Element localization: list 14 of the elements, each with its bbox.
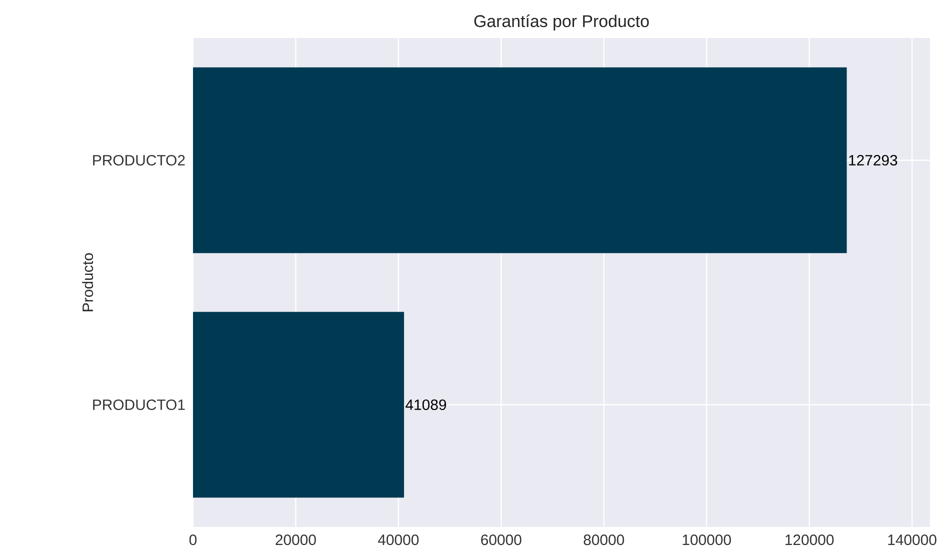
y-axis-title: Producto: [82, 253, 94, 312]
x-tick-label: 120000: [786, 534, 834, 546]
y-tick-label: PRODUCTO1: [93, 399, 185, 410]
x-tick-label: 60000: [481, 534, 522, 546]
x-tick-label: 80000: [584, 534, 624, 546]
chart-title: Garantías por Producto: [474, 14, 649, 31]
x-tick-label: 140000: [888, 534, 936, 546]
x-tick-label: 0: [189, 534, 197, 546]
data-label: 127293: [849, 154, 898, 166]
y-tick-label: PRODUCTO2: [93, 154, 185, 166]
data-label: 41089: [406, 399, 446, 410]
x-tick-label: 20000: [276, 534, 316, 546]
x-tick-label: 40000: [378, 534, 419, 546]
x-tick-label: 100000: [682, 534, 731, 546]
